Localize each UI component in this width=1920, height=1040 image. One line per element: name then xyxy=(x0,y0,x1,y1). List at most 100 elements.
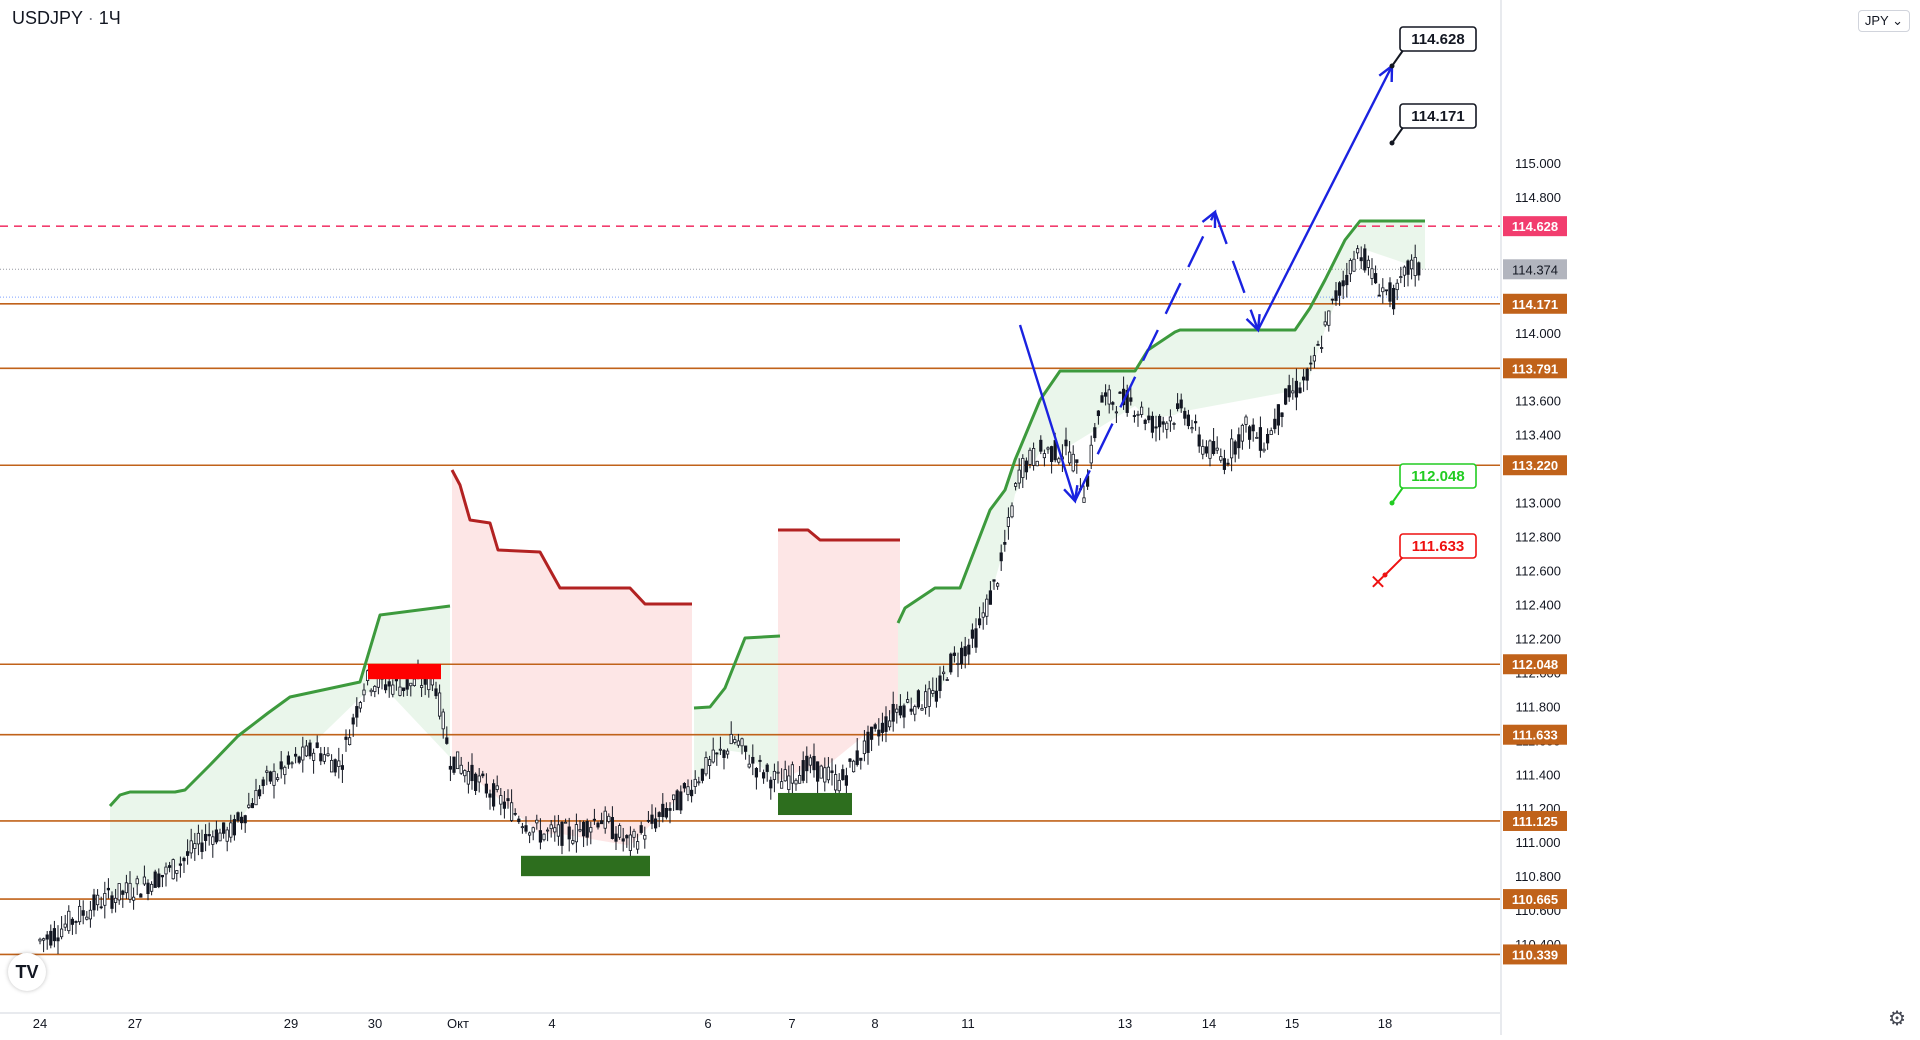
candle-body xyxy=(776,771,780,774)
candle-body xyxy=(960,647,964,665)
candle-body xyxy=(124,882,128,894)
candle-body xyxy=(1374,273,1378,284)
candle-body xyxy=(1212,441,1216,455)
candle-body xyxy=(848,758,852,762)
candle-body xyxy=(1125,390,1129,413)
candle-body xyxy=(916,690,921,708)
price-tick-label: 114.000 xyxy=(1515,326,1561,341)
candle-body xyxy=(578,829,582,832)
candle-body xyxy=(664,807,669,818)
candle-body xyxy=(978,618,982,626)
candle-body xyxy=(895,708,899,713)
candle-body xyxy=(139,893,143,898)
price-tick-label: 112.800 xyxy=(1515,530,1561,545)
candle-body xyxy=(520,826,525,829)
gear-icon[interactable]: ⚙ xyxy=(1888,1008,1906,1030)
candle-body xyxy=(167,865,172,868)
candle-body xyxy=(632,830,636,838)
trend-arrow-segment xyxy=(1213,211,1260,331)
candle-body xyxy=(708,759,712,766)
candle-body xyxy=(1233,441,1237,455)
candle-body xyxy=(437,692,442,717)
callout-label: 114.628 xyxy=(1411,31,1464,48)
currency-dropdown[interactable]: JPY ⌄ xyxy=(1857,10,1910,32)
candle-body xyxy=(1010,505,1014,518)
candle-body xyxy=(913,706,917,715)
candle-body xyxy=(859,757,863,761)
candle-body xyxy=(1021,457,1025,478)
candle-body xyxy=(74,921,78,923)
candle-body xyxy=(265,770,269,773)
trend-arrows xyxy=(1018,63,1394,504)
tradingview-logo-icon[interactable]: TV xyxy=(8,953,46,991)
candle-body xyxy=(862,740,867,755)
price-axis[interactable]: 115.000114.800114.600114.400114.200114.0… xyxy=(1500,0,1920,1040)
candle-body xyxy=(585,821,589,838)
candle-body xyxy=(103,893,107,906)
candle-body xyxy=(762,772,766,779)
candle-body xyxy=(564,821,568,824)
candle-body xyxy=(254,790,258,806)
candle-body xyxy=(729,733,733,745)
symbol-title[interactable]: USDJPY · 1Ч xyxy=(12,8,121,29)
price-tick-label: 112.200 xyxy=(1515,631,1561,646)
candle-body xyxy=(1338,282,1342,296)
candle-body xyxy=(1042,453,1046,459)
callout-dot xyxy=(1389,63,1395,69)
candle-body xyxy=(528,832,532,836)
candle-body xyxy=(185,851,190,856)
candle-body xyxy=(239,816,244,824)
candle-body xyxy=(898,705,903,716)
candle-body xyxy=(711,749,715,763)
level-tag xyxy=(1503,889,1567,910)
price-tick-label: 111.400 xyxy=(1515,767,1560,782)
candle-body xyxy=(509,802,514,821)
candle-body xyxy=(463,770,467,777)
candle-body xyxy=(412,678,417,686)
candle-body xyxy=(401,687,406,691)
level-tag xyxy=(1503,810,1567,831)
candle-body xyxy=(1100,395,1104,403)
candle-body xyxy=(164,866,168,875)
candle-body xyxy=(657,812,661,817)
candle-body xyxy=(812,755,816,771)
time-tick-label: 4 xyxy=(548,1016,555,1031)
candle-body xyxy=(996,583,1000,587)
candle-body xyxy=(1276,404,1280,426)
candle-body xyxy=(596,822,600,828)
candle-body xyxy=(639,825,643,833)
candle-body xyxy=(1255,436,1259,439)
candle-body xyxy=(798,775,802,784)
candle-body xyxy=(772,770,777,780)
level-tag xyxy=(1503,944,1567,965)
candle-body xyxy=(319,753,323,762)
callout-3: 111.633 xyxy=(1382,533,1477,578)
candle-body xyxy=(661,803,665,818)
candle-body xyxy=(293,753,298,757)
time-axis[interactable]: 24 27 29 30 Окт 4 6 7 8 11 13 14 15 18 xyxy=(0,1012,1500,1040)
candle-body xyxy=(481,773,485,777)
candle-body xyxy=(1298,387,1302,394)
candle-body xyxy=(884,716,888,732)
candle-body xyxy=(1104,392,1108,397)
candle-body xyxy=(391,684,395,695)
candle-body xyxy=(455,751,460,770)
candle-body xyxy=(517,818,521,823)
candle-body xyxy=(225,829,229,842)
supertrend-line-4 xyxy=(896,219,1425,624)
candle-body xyxy=(1248,426,1252,440)
candle-body xyxy=(1150,415,1154,433)
time-tick-label: 18 xyxy=(1378,1016,1392,1031)
candle-body xyxy=(1294,380,1298,398)
candle-body xyxy=(1014,483,1018,487)
candle-body xyxy=(672,794,676,801)
candle-body xyxy=(488,793,492,798)
candle-body xyxy=(229,822,233,838)
candle-body xyxy=(196,832,200,845)
supertrend-fill-0 xyxy=(110,606,450,898)
time-axis-bg xyxy=(0,1013,1500,1040)
supertrend-fill-3 xyxy=(778,530,900,782)
candle-body xyxy=(999,552,1003,562)
callout-leader xyxy=(1391,125,1405,144)
